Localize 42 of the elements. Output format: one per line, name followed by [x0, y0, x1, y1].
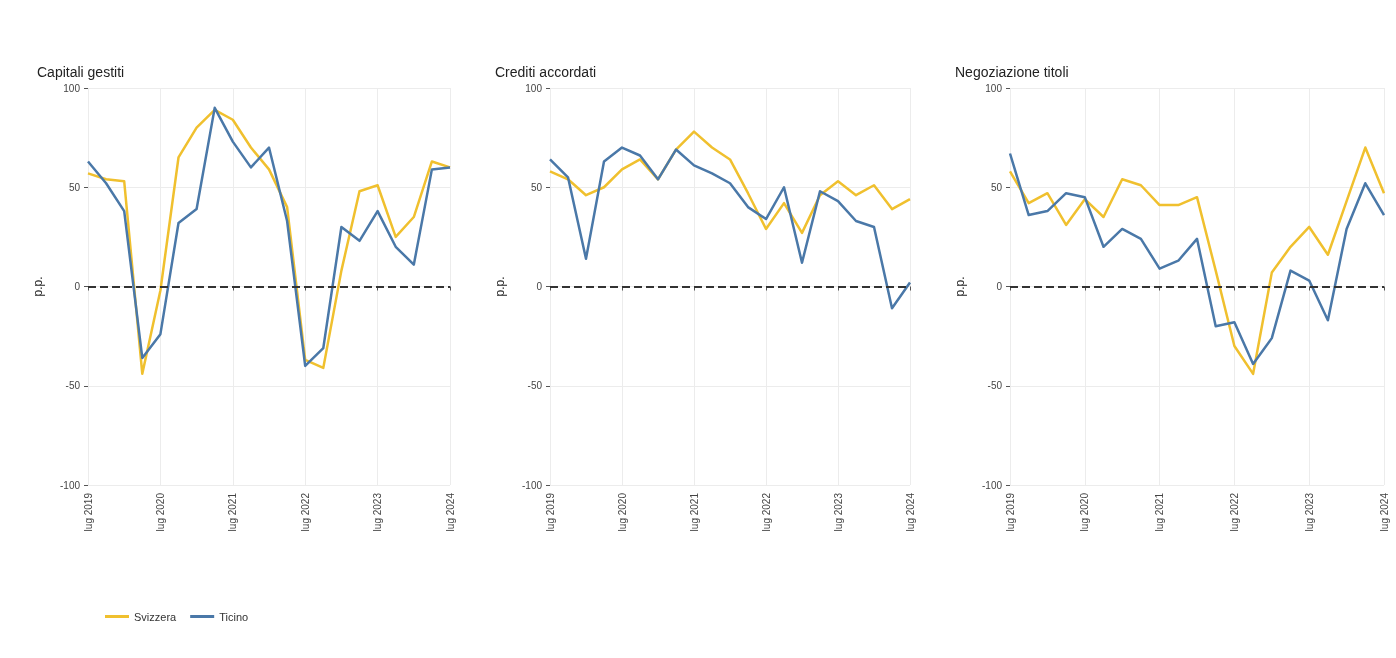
- y-tick-label: 0: [74, 281, 81, 292]
- y-tick-label: -100: [59, 479, 81, 491]
- y-tick-label: 0: [536, 281, 543, 292]
- y-tick-label: 50: [990, 181, 1003, 193]
- y-tick-label: 0: [996, 281, 1003, 292]
- y-axis-title: p.p.: [31, 276, 45, 297]
- y-tick-label: -100: [521, 479, 543, 491]
- x-tick-label: lug 2020: [1079, 492, 1091, 532]
- x-tick-label: lug 2022: [760, 492, 772, 532]
- y-tick-label: -50: [527, 380, 543, 392]
- x-tick-label: lug 2021: [1154, 492, 1166, 532]
- x-tick-label: lug 2020: [616, 492, 628, 532]
- x-tick-label: lug 2019: [544, 492, 556, 532]
- x-tick-label: lug 2023: [832, 492, 844, 532]
- x-tick-label: lug 2021: [227, 492, 239, 532]
- y-tick-label: 100: [63, 82, 81, 94]
- x-tick-label: lug 2023: [1303, 492, 1315, 532]
- y-tick-label: 100: [985, 82, 1003, 94]
- x-tick-label: lug 2019: [1004, 492, 1016, 532]
- legend-label: Ticino: [219, 610, 249, 623]
- chart-title: Capitali gestiti: [37, 64, 125, 80]
- y-axis-title: p.p.: [953, 276, 967, 297]
- y-tick-label: 100: [525, 82, 543, 94]
- y-tick-label: 50: [68, 181, 81, 193]
- y-tick-label: -50: [987, 380, 1003, 392]
- x-tick-label: lug 2022: [1228, 492, 1240, 532]
- y-axis-title: p.p.: [493, 276, 507, 297]
- y-tick-label: 50: [530, 181, 543, 193]
- x-tick-label: lug 2024: [444, 492, 456, 532]
- legend-label: Svizzera: [134, 610, 178, 623]
- x-tick-label: lug 2020: [154, 492, 166, 532]
- y-tick-label: -50: [65, 380, 81, 392]
- x-tick-label: lug 2022: [299, 492, 311, 532]
- y-tick-label: -100: [981, 479, 1003, 491]
- x-tick-label: lug 2019: [82, 492, 94, 532]
- x-tick-label: lug 2021: [688, 492, 700, 532]
- x-tick-label: lug 2024: [1378, 492, 1390, 532]
- line-series: [548, 146, 912, 310]
- chart-title: Negoziazione titoli: [955, 64, 1069, 80]
- chart-title: Crediti accordati: [495, 64, 597, 80]
- x-tick-label: lug 2024: [904, 492, 916, 532]
- x-tick-label: lug 2023: [372, 492, 384, 532]
